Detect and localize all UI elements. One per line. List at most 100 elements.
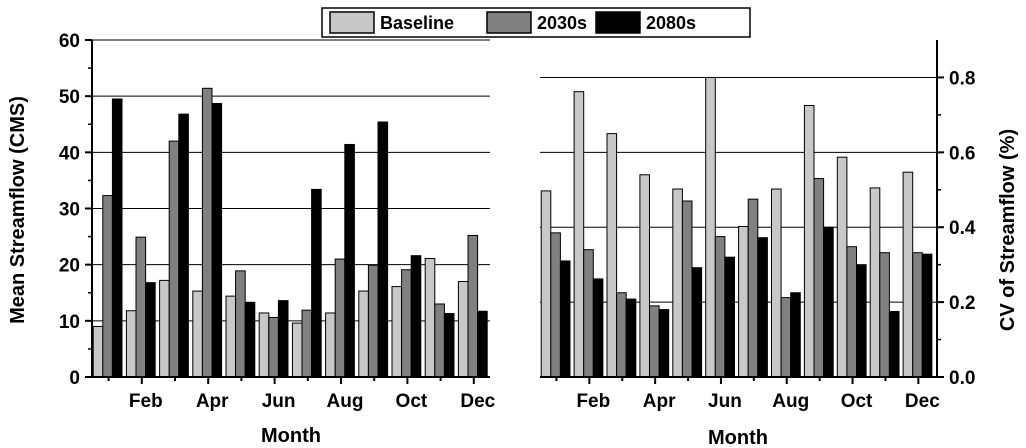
left-x-tick-label: Feb <box>129 391 163 412</box>
bar-2080s-jul <box>311 188 322 378</box>
bar-2030s-sep <box>367 264 379 378</box>
left-y-tick-label: 0 <box>69 368 80 389</box>
right-bars <box>540 76 933 378</box>
left-x-ticks: Feb Apr Jun Aug Oct Dec <box>107 377 496 412</box>
bar-baseline-apr <box>639 174 651 378</box>
bar-baseline-aug <box>325 312 336 378</box>
legend-label-2080s: 2080s <box>646 13 696 33</box>
left-y-tick-label: 30 <box>59 200 80 221</box>
right-y-tick-label: 0.2 <box>949 293 975 314</box>
left-bars <box>92 87 488 378</box>
right-y-tick-label: 0.6 <box>949 143 975 164</box>
left-y-tick-label: 10 <box>59 312 80 333</box>
bar-2030s-mar <box>168 140 180 378</box>
bar-baseline-mar <box>159 279 170 378</box>
bar-baseline-oct <box>836 156 848 378</box>
bar-2030s-apr <box>201 87 213 378</box>
bar-2030s-jan <box>102 195 113 378</box>
bar-2080s-jan <box>559 260 571 378</box>
left-x-axis-title: Month <box>261 425 321 447</box>
bar-2030s-dec <box>467 234 479 378</box>
bar-2030s-jan <box>550 232 561 378</box>
bar-2030s-may <box>681 200 693 378</box>
bar-baseline-dec <box>457 281 469 378</box>
bar-baseline-feb <box>125 310 137 378</box>
bar-2030s-nov <box>879 252 890 378</box>
right-x-tick-label: Aug <box>772 391 809 412</box>
bar-baseline-sep <box>358 290 369 378</box>
right-x-tick-label: Apr <box>643 391 676 412</box>
left-x-tick-label: Dec <box>460 391 495 412</box>
right-x-tick-label: Dec <box>905 391 940 412</box>
left-x-tick-label: Aug <box>327 391 364 412</box>
legend-swatch-2080s <box>595 11 641 34</box>
right-y-axis-title: CV of Streamflow (%) <box>997 129 1019 331</box>
bar-2080s-oct <box>410 255 422 378</box>
legend-label-baseline: Baseline <box>380 13 454 33</box>
bar-2080s-feb <box>592 278 604 378</box>
bar-baseline-may <box>672 188 683 378</box>
legend-label-2030s: 2030s <box>537 13 587 33</box>
left-gridlines <box>92 39 490 322</box>
legend-swatch-2030s <box>486 11 532 34</box>
bar-baseline-aug <box>771 188 782 378</box>
bar-baseline-jan <box>92 325 104 378</box>
bar-2030s-apr <box>649 305 660 378</box>
bar-2080s-jan <box>111 98 123 378</box>
bar-2030s-oct <box>401 269 412 378</box>
bar-2080s-mar <box>178 113 189 378</box>
legend-swatch-baseline <box>329 11 375 34</box>
mean-streamflow-chart: 0 10 20 30 40 50 60 Feb Apr Jun Aug Oct Dec Month M… <box>7 31 496 447</box>
bar-2080s-mar <box>625 298 637 378</box>
bar-baseline-jul <box>738 225 749 378</box>
bar-2080s-aug <box>344 143 355 378</box>
bar-2030s-aug <box>780 297 792 378</box>
left-x-tick-label: Apr <box>196 391 229 412</box>
bar-baseline-jul <box>291 322 303 378</box>
bar-2080s-may <box>691 267 703 378</box>
cv-streamflow-chart: 0.0 0.2 0.4 0.6 0.8 Feb Apr Jun Aug Oct Dec Month… <box>540 40 1019 448</box>
legend-box <box>321 7 751 38</box>
bar-baseline-may <box>225 295 237 378</box>
left-y-tick-label: 50 <box>59 87 80 108</box>
bar-2030s-aug <box>334 258 346 378</box>
left-x-tick-label: Jun <box>262 391 296 412</box>
bar-baseline-nov <box>869 187 881 378</box>
left-x-tick-label: Oct <box>396 391 428 412</box>
bar-baseline-jun <box>258 312 270 378</box>
bar-baseline-jun <box>705 76 716 378</box>
bar-2030s-nov <box>434 303 445 378</box>
bar-baseline-sep <box>803 105 815 378</box>
bar-2080s-nov <box>443 313 455 378</box>
bar-2080s-dec <box>921 253 933 378</box>
bar-2030s-feb <box>583 249 594 378</box>
bar-2030s-may <box>235 270 246 378</box>
bar-2080s-sep <box>823 226 834 378</box>
right-y-tick-label: 0.4 <box>949 218 976 239</box>
bar-2030s-feb <box>135 236 147 378</box>
bar-2080s-jul <box>757 237 768 378</box>
bar-baseline-dec <box>902 171 914 378</box>
right-x-tick-label: Oct <box>841 391 873 412</box>
bar-2080s-apr <box>658 309 670 378</box>
bar-baseline-feb <box>573 91 585 378</box>
bar-baseline-mar <box>606 133 618 378</box>
left-y-ticks: 0 10 20 30 40 50 60 <box>59 31 92 389</box>
right-x-ticks: Feb Apr Jun Aug Oct Dec <box>555 377 940 412</box>
bar-2080s-oct <box>856 264 867 378</box>
right-x-axis-title: Month <box>708 427 768 448</box>
bar-2080s-apr <box>211 102 223 378</box>
bar-baseline-apr <box>192 290 203 378</box>
bar-2080s-may <box>244 301 256 378</box>
bar-2080s-jun <box>724 256 736 378</box>
bar-2030s-mar <box>616 292 627 378</box>
bar-2030s-jul <box>301 309 313 378</box>
left-y-tick-label: 60 <box>59 31 80 52</box>
bar-2080s-dec <box>477 310 488 378</box>
bar-2030s-jul <box>747 198 759 378</box>
right-y-tick-label: 0.0 <box>949 368 975 389</box>
bar-2030s-sep <box>813 178 825 378</box>
bar-2030s-jun <box>268 316 279 378</box>
right-x-tick-label: Feb <box>576 391 610 412</box>
